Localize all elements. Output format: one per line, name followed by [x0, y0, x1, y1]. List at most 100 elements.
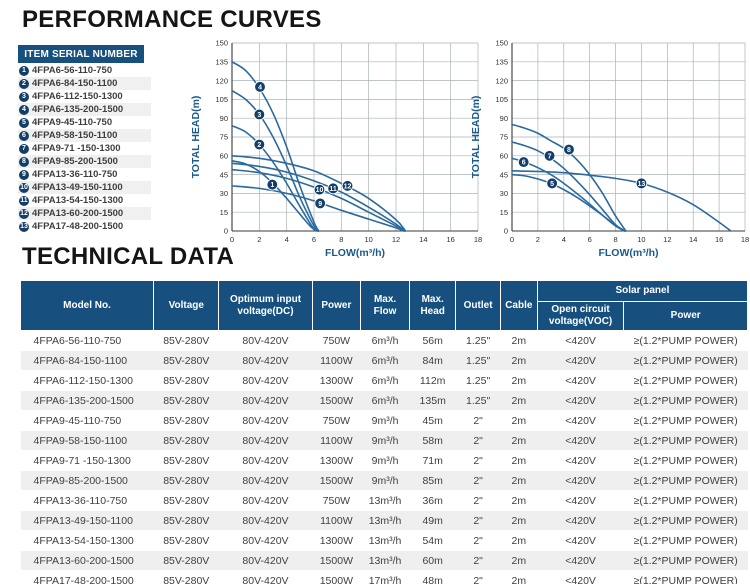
- col-header-optimum-input: Optimum input voltage(DC): [218, 280, 313, 331]
- performance-curve-12: [231, 155, 407, 232]
- table-cell: 85V-280V: [153, 330, 219, 351]
- table-cell: 135m: [409, 390, 456, 411]
- serial-list-item: 8 4FPA9-85-200-1500: [18, 155, 151, 168]
- y-tick-label: 0: [224, 227, 228, 236]
- table-cell: 71m: [409, 450, 456, 471]
- x-tick-label: 16: [715, 235, 723, 244]
- table-cell: 1.25": [455, 330, 501, 351]
- table-row: 4FPA9-71 -150-1300 85V-280V 80V-420V 1300W 9…: [20, 450, 748, 471]
- table-cell: <420V: [537, 390, 624, 411]
- curve-marker-12: [341, 180, 354, 192]
- performance-curve-3: [231, 89, 319, 232]
- curve-marker-number: 9: [318, 201, 322, 208]
- performance-chart-right: 0 2 4 6 8 10 12 14 16 18 0 15 30 45 60 75 90 105 120 135 150…: [466, 34, 750, 263]
- y-tick-label: 120: [215, 76, 228, 85]
- curve-marker-number: 7: [548, 153, 552, 160]
- x-tick-label: 2: [257, 235, 261, 244]
- table-cell: 2m: [500, 450, 538, 471]
- technical-data-table-wrap: Model No. Voltage Optimum input voltage(…: [19, 280, 749, 584]
- performance-curve-10: [231, 168, 405, 232]
- performance-chart-svg: 0 2 4 6 8 10 12 14 16 180153045607590105120135150…: [470, 39, 749, 259]
- item-serial-label: 4FPA13-36-110-750: [32, 169, 118, 180]
- serial-list-item: 7 4FPA9-71 -150-1300: [18, 142, 151, 155]
- table-cell: ≥(1.2*PUMP POWER): [623, 490, 748, 511]
- item-serial-label: 4FPA13-49-150-1100: [32, 182, 123, 193]
- y-tick-label: 75: [500, 133, 508, 142]
- table-cell: 54m: [409, 530, 456, 551]
- item-serial-label: 4FPA6-112-150-1300: [32, 91, 123, 102]
- table-cell: 1300W: [312, 530, 361, 551]
- table-cell: 85V-280V: [153, 350, 219, 371]
- x-tick-label: 0: [230, 235, 234, 244]
- table-cell: 36m: [409, 490, 456, 511]
- table-cell: 13m³/h: [360, 490, 410, 511]
- x-tick-label: 14: [689, 235, 697, 244]
- table-cell: 1500W: [312, 390, 361, 411]
- col-header-voltage: Voltage: [153, 280, 220, 331]
- table-cell: 80V-420V: [218, 450, 313, 471]
- x-tick-label: 8: [339, 235, 343, 244]
- x-tick-label: 16: [446, 235, 454, 244]
- table-cell: 2m: [500, 570, 538, 584]
- x-tick-label: 4: [562, 235, 566, 244]
- col-header-model: Model No.: [19, 280, 155, 331]
- curve-marker-number: 4: [258, 84, 262, 91]
- table-cell: ≥(1.2*PUMP POWER): [623, 370, 748, 391]
- y-tick-label: 90: [500, 114, 508, 123]
- table-cell: 2m: [500, 490, 538, 511]
- item-number-badge: 5: [19, 117, 29, 128]
- table-cell: 2m: [500, 330, 538, 351]
- table-cell: ≥(1.2*PUMP POWER): [623, 410, 748, 431]
- col-header-max-flow: Max. Flow: [360, 280, 410, 331]
- curve-marker-5: [546, 177, 558, 190]
- table-cell: 80V-420V: [218, 550, 313, 571]
- technical-data-table: Model No. Voltage Optimum input voltage(…: [19, 280, 749, 584]
- x-tick-label: 2: [536, 235, 540, 244]
- table-cell: 9m³/h: [360, 430, 410, 451]
- y-tick-label: 30: [220, 189, 228, 198]
- item-number-badge: 10: [19, 182, 29, 193]
- table-cell: 85m: [409, 470, 456, 491]
- item-number-badge: 8: [19, 156, 29, 167]
- y-tick-label: 45: [220, 170, 228, 179]
- table-cell: 2m: [500, 410, 538, 431]
- item-serial-panel: ITEM SERIAL NUMBER 1 4FPA6-56-110-750 2 4FP…: [18, 45, 151, 233]
- col-header-solar-panel: Solar panel: [536, 280, 749, 302]
- curve-marker-1: [266, 178, 279, 191]
- performance-curve-9: [231, 185, 405, 232]
- table-cell: 2": [455, 570, 501, 584]
- y-tick-label: 60: [220, 152, 228, 161]
- table-cell: 4FPA9-71 -150-1300: [20, 450, 154, 471]
- curve-marker-2: [253, 138, 266, 151]
- table-cell: 85V-280V: [153, 510, 219, 531]
- curve-marker-8: [563, 143, 575, 156]
- serial-list-item: 13 4FPA17-48-200-1500: [18, 220, 151, 233]
- table-cell: 60m: [409, 550, 456, 571]
- item-number-badge: 4: [19, 104, 29, 115]
- table-cell: 1.25": [455, 350, 501, 371]
- table-cell: 4FPA9-58-150-1100: [20, 430, 154, 451]
- curve-marker-6: [517, 156, 530, 168]
- curve-marker-number: 1: [270, 182, 274, 189]
- y-tick-label: 90: [220, 114, 228, 123]
- curve-marker-number: 12: [344, 183, 352, 190]
- table-cell: 49m: [409, 510, 456, 531]
- item-serial-label: 4FPA17-48-200-1500: [32, 221, 124, 232]
- y-tick-label: 60: [500, 152, 508, 161]
- table-cell: <420V: [537, 430, 624, 451]
- table-cell: 2m: [500, 430, 538, 451]
- table-cell: 9m³/h: [360, 410, 410, 431]
- performance-curve-11: [231, 162, 406, 232]
- y-tick-label: 135: [495, 58, 508, 67]
- table-cell: 80V-420V: [218, 490, 313, 511]
- table-cell: 80V-420V: [218, 470, 313, 491]
- table-cell: <420V: [537, 490, 624, 511]
- item-serial-label: 4FPA9-71 -150-1300: [32, 143, 121, 154]
- table-body: 4FPA6-56-110-750 85V-280V 80V-420V 750W 6m³/…: [20, 330, 748, 584]
- table-row: 4FPA6-112-150-1300 85V-280V 80V-420V 1300W 6…: [20, 370, 748, 391]
- y-tick-label: 150: [495, 39, 508, 48]
- curve-marker-number: 2: [257, 142, 261, 149]
- item-serial-header: ITEM SERIAL NUMBER: [18, 45, 144, 63]
- table-cell: 2m: [500, 350, 538, 371]
